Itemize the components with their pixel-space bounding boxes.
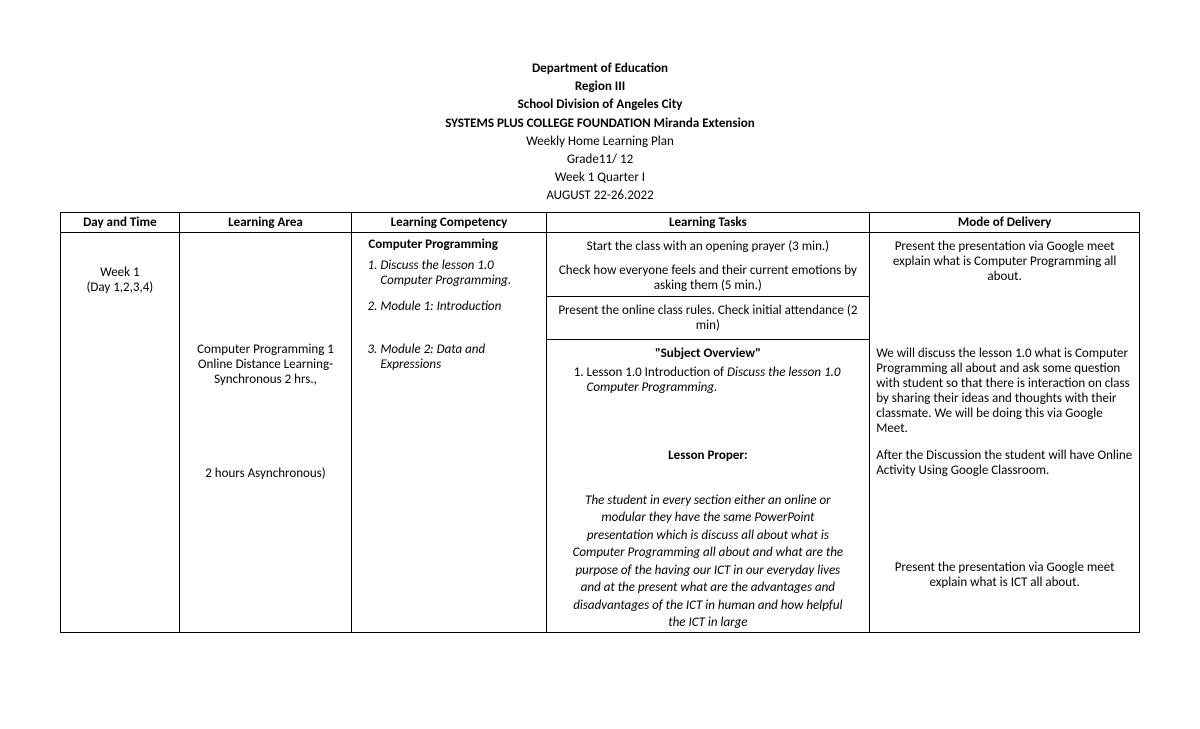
day-time-cell <box>61 484 180 633</box>
table-row: Week 1 (Day 1,2,3,4) Computer Programmin… <box>61 232 1140 261</box>
tasks-cell: Check how everyone feels and their curre… <box>546 261 870 297</box>
area-cell: 2 hours Asynchronous) <box>179 442 352 484</box>
tasks-cell: "Subject Overview" Lesson 1.0 Introducti… <box>546 340 870 442</box>
table-header-row: Day and Time Learning Area Learning Comp… <box>61 212 1140 232</box>
area-line: Computer Programming 1 <box>186 342 346 357</box>
competency-cell: Module 1: Introduction <box>352 297 546 340</box>
competency-cell <box>352 484 546 633</box>
learning-plan-table: Day and Time Learning Area Learning Comp… <box>60 212 1140 633</box>
mode-cell: We will discuss the lesson 1.0 what is C… <box>870 340 1140 442</box>
mode-text: After the Discussion the student will ha… <box>876 448 1133 478</box>
task-line: Start the class with an opening prayer (… <box>553 239 864 254</box>
competency-list: Module 1: Introduction <box>358 299 539 314</box>
task-paragraph: The student in every section either an o… <box>569 492 848 632</box>
col-header: Learning Tasks <box>546 212 870 232</box>
days-label: (Day 1,2,3,4) <box>67 280 173 295</box>
day-time-cell <box>61 297 180 340</box>
competency-title: Computer Programming <box>368 237 539 252</box>
area-cell: Computer Programming 1 Online Distance L… <box>179 340 352 442</box>
tasks-cell: The student in every section either an o… <box>546 484 870 633</box>
competency-cell: Computer Programming Discuss the lesson … <box>352 232 546 297</box>
tasks-cell: Start the class with an opening prayer (… <box>546 232 870 261</box>
hdr-line: Week 1 Quarter I <box>60 169 1140 187</box>
hdr-line: AUGUST 22-26.2022 <box>60 187 1140 205</box>
competency-item: Module 1: Introduction <box>380 299 539 314</box>
col-header: Day and Time <box>61 212 180 232</box>
tasks-ordered-list: Lesson 1.0 Introduction of Discuss the l… <box>553 365 864 395</box>
area-line: Online Distance Learning- <box>186 357 346 372</box>
day-time-cell <box>61 442 180 484</box>
col-header: Mode of Delivery <box>870 212 1140 232</box>
area-cell <box>179 232 352 297</box>
table-row: Module 1: Introduction Present the onlin… <box>61 297 1140 340</box>
mode-cell <box>870 297 1140 340</box>
col-header: Learning Area <box>179 212 352 232</box>
day-time-cell <box>61 340 180 442</box>
mode-text: Present the presentation via Google meet… <box>876 239 1133 284</box>
task-line: asking them (5 min.) <box>553 278 864 293</box>
area-line: 2 hours Asynchronous) <box>186 466 346 481</box>
tasks-cell: Lesson Proper: <box>546 442 870 484</box>
mode-cell: Present the presentation via Google meet… <box>870 484 1140 633</box>
hdr-line: School Division of Angeles City <box>60 96 1140 114</box>
day-time-cell: Week 1 (Day 1,2,3,4) <box>61 232 180 297</box>
area-line: Synchronous 2 hrs., <box>186 372 346 387</box>
mode-cell: Present the presentation via Google meet… <box>870 232 1140 297</box>
hdr-line: Weekly Home Learning Plan <box>60 133 1140 151</box>
lesson-proper-heading: Lesson Proper: <box>553 448 864 463</box>
table-row: 2 hours Asynchronous) Lesson Proper: Aft… <box>61 442 1140 484</box>
competency-cell: Module 2: Data and Expressions <box>352 340 546 442</box>
hdr-line: Grade11/ 12 <box>60 151 1140 169</box>
task-line: Present the online class rules. Check in… <box>553 303 864 333</box>
tasks-cell: Present the online class rules. Check in… <box>546 297 870 340</box>
area-cell <box>179 297 352 340</box>
competency-item: Module 2: Data and Expressions <box>380 342 539 372</box>
mode-text: We will discuss the lesson 1.0 what is C… <box>876 346 1133 436</box>
hdr-line: Region III <box>60 78 1140 96</box>
mode-text: Present the presentation via Google meet… <box>876 560 1133 590</box>
competency-cell <box>352 442 546 484</box>
hdr-line: SYSTEMS PLUS COLLEGE FOUNDATION Miranda … <box>60 115 1140 133</box>
task-item: Lesson 1.0 Introduction of Discuss the l… <box>587 365 864 395</box>
col-header: Learning Competency <box>352 212 546 232</box>
table-row: The student in every section either an o… <box>61 484 1140 633</box>
hdr-line: Department of Education <box>60 60 1140 78</box>
task-line: Check how everyone feels and their curre… <box>553 263 864 278</box>
competency-list: Discuss the lesson 1.0 Computer Programm… <box>358 258 539 288</box>
competency-item: Discuss the lesson 1.0 Computer Programm… <box>380 258 539 288</box>
area-cell <box>179 484 352 633</box>
competency-list: Module 2: Data and Expressions <box>358 342 539 372</box>
subject-overview-heading: "Subject Overview" <box>553 346 864 361</box>
mode-cell: After the Discussion the student will ha… <box>870 442 1140 484</box>
table-row: Computer Programming 1 Online Distance L… <box>61 340 1140 442</box>
doc-header: Department of Education Region III Schoo… <box>60 60 1140 206</box>
week-label: Week 1 <box>67 265 173 280</box>
